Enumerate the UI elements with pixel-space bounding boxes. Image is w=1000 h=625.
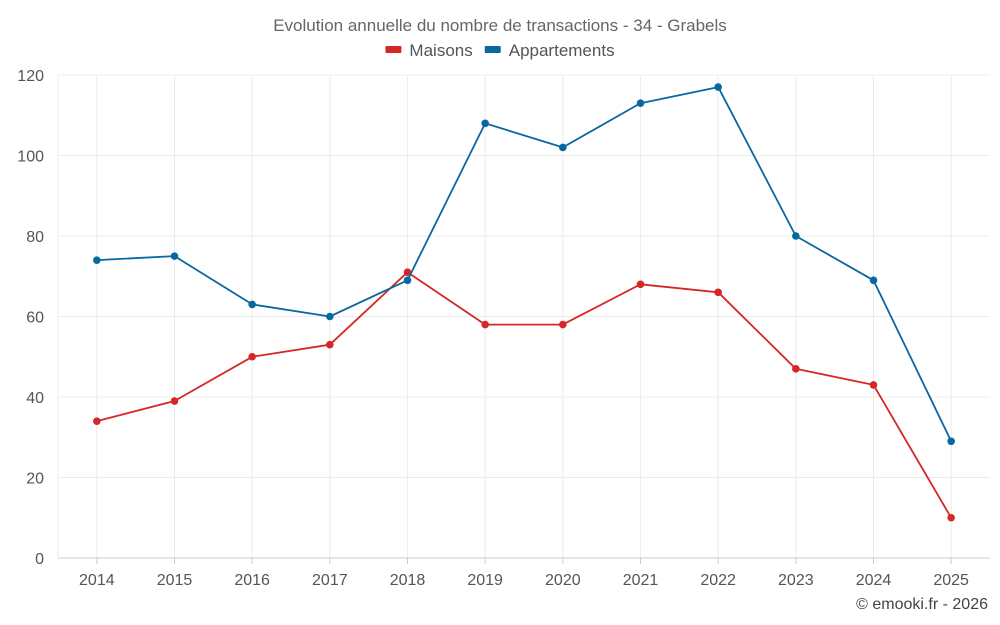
- legend-item-maisons[interactable]: Maisons: [385, 41, 473, 60]
- credit-text: © emooki.fr - 2026: [856, 596, 988, 613]
- data-point-appartements[interactable]: [403, 276, 412, 285]
- x-tick-label: 2021: [623, 572, 659, 589]
- data-point-maisons[interactable]: [792, 365, 800, 373]
- y-tick-label: 100: [17, 149, 44, 166]
- series-line-appartements: [96, 86, 953, 442]
- data-point-maisons[interactable]: [869, 381, 878, 389]
- y-tick-label: 40: [26, 390, 44, 407]
- data-point-appartements[interactable]: [481, 119, 489, 128]
- x-tick-label: 2023: [778, 572, 814, 589]
- x-tick-label: 2020: [545, 572, 581, 589]
- x-tick-label: 2014: [79, 572, 115, 589]
- legend-swatch-maisons: [385, 46, 402, 53]
- data-point-maisons[interactable]: [170, 397, 179, 405]
- data-point-appartements[interactable]: [714, 83, 722, 91]
- axes: 0 20 40 60 80 100 120 2014 2015 2016 2017 2018 2019 2…: [17, 68, 990, 589]
- data-point-maisons[interactable]: [714, 288, 722, 297]
- y-tick-label: 20: [26, 471, 44, 488]
- legend-swatch-appartements: [484, 46, 501, 53]
- x-tick-label: 2018: [390, 572, 426, 589]
- x-tick-label: 2015: [157, 572, 193, 589]
- data-point-appartements[interactable]: [792, 232, 800, 240]
- data-point-maisons[interactable]: [481, 320, 489, 329]
- x-tick-label: 2019: [467, 572, 503, 589]
- data-point-maisons[interactable]: [559, 320, 567, 329]
- y-tick-label: 120: [17, 68, 44, 85]
- data-point-appartements[interactable]: [326, 312, 334, 321]
- legend: Maisons Appartements: [385, 41, 615, 60]
- y-tick-label: 80: [26, 229, 44, 246]
- y-tick-label: 0: [35, 551, 44, 568]
- series-maisons: [93, 268, 955, 522]
- data-point-appartements[interactable]: [170, 252, 179, 260]
- data-point-appartements[interactable]: [93, 256, 101, 264]
- legend-item-appartements[interactable]: Appartements: [484, 41, 615, 60]
- legend-label-appartements: Appartements: [509, 41, 615, 60]
- chart-title: Evolution annuelle du nombre de transact…: [273, 16, 727, 35]
- data-point-maisons[interactable]: [248, 352, 256, 361]
- data-point-appartements[interactable]: [947, 437, 955, 446]
- series-group: [93, 83, 955, 522]
- data-point-maisons[interactable]: [326, 340, 334, 349]
- series-appartements: [93, 83, 955, 446]
- y-tick-label: 60: [26, 310, 44, 327]
- x-tick-label: 2025: [933, 572, 969, 589]
- data-point-maisons[interactable]: [636, 280, 645, 289]
- data-point-maisons[interactable]: [93, 417, 101, 425]
- series-line-maisons: [96, 271, 952, 519]
- x-tick-label: 2022: [700, 572, 736, 589]
- x-tick-label: 2017: [312, 572, 348, 589]
- legend-label-maisons: Maisons: [409, 41, 472, 60]
- data-point-maisons[interactable]: [947, 513, 955, 522]
- data-point-appartements[interactable]: [248, 300, 256, 309]
- data-point-appartements[interactable]: [559, 143, 567, 152]
- x-tick-label: 2016: [234, 572, 270, 589]
- data-point-appartements[interactable]: [869, 276, 878, 285]
- x-tick-label: 2024: [856, 572, 892, 589]
- grid: [58, 74, 990, 558]
- data-point-maisons[interactable]: [403, 268, 412, 277]
- data-point-appartements[interactable]: [636, 99, 645, 107]
